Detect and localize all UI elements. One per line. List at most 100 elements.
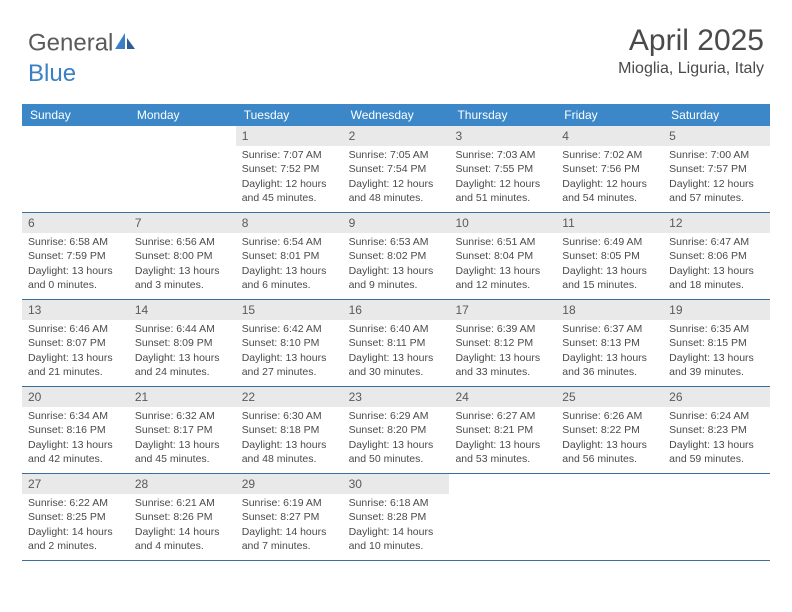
- day-number: 21: [129, 387, 236, 407]
- sunset: Sunset: 8:00 PM: [135, 249, 230, 263]
- day-body: Sunrise: 6:58 AMSunset: 7:59 PMDaylight:…: [22, 235, 129, 296]
- daylight-1: Daylight: 13 hours: [349, 264, 444, 278]
- dow-cell: Tuesday: [236, 108, 343, 122]
- daylight-2: and 53 minutes.: [455, 452, 550, 466]
- weeks-container: 1Sunrise: 7:07 AMSunset: 7:52 PMDaylight…: [22, 126, 770, 561]
- daylight-1: Daylight: 13 hours: [28, 264, 123, 278]
- sunrise: Sunrise: 6:26 AM: [562, 409, 657, 423]
- sunrise: Sunrise: 6:54 AM: [242, 235, 337, 249]
- sunrise: Sunrise: 6:19 AM: [242, 496, 337, 510]
- daylight-1: Daylight: 12 hours: [669, 177, 764, 191]
- day-cell: 9Sunrise: 6:53 AMSunset: 8:02 PMDaylight…: [343, 213, 450, 299]
- day-cell: 18Sunrise: 6:37 AMSunset: 8:13 PMDayligh…: [556, 300, 663, 386]
- day-cell: [22, 126, 129, 212]
- daylight-2: and 30 minutes.: [349, 365, 444, 379]
- daylight-2: and 51 minutes.: [455, 191, 550, 205]
- daylight-2: and 45 minutes.: [135, 452, 230, 466]
- logo: General Blue: [28, 28, 137, 88]
- daylight-1: Daylight: 13 hours: [669, 351, 764, 365]
- day-body: Sunrise: 6:29 AMSunset: 8:20 PMDaylight:…: [343, 409, 450, 470]
- daylight-1: Daylight: 13 hours: [28, 438, 123, 452]
- sunrise: Sunrise: 6:21 AM: [135, 496, 230, 510]
- day-cell: 2Sunrise: 7:05 AMSunset: 7:54 PMDaylight…: [343, 126, 450, 212]
- day-number: 18: [556, 300, 663, 320]
- daylight-2: and 36 minutes.: [562, 365, 657, 379]
- daylight-2: and 39 minutes.: [669, 365, 764, 379]
- logo-text-2: Blue: [28, 60, 76, 87]
- sunset: Sunset: 8:26 PM: [135, 510, 230, 524]
- day-body: Sunrise: 6:49 AMSunset: 8:05 PMDaylight:…: [556, 235, 663, 296]
- daylight-2: and 9 minutes.: [349, 278, 444, 292]
- daylight-1: Daylight: 14 hours: [349, 525, 444, 539]
- sunrise: Sunrise: 6:42 AM: [242, 322, 337, 336]
- sunset: Sunset: 8:05 PM: [562, 249, 657, 263]
- daylight-1: Daylight: 12 hours: [349, 177, 444, 191]
- day-number: 22: [236, 387, 343, 407]
- daylight-2: and 48 minutes.: [349, 191, 444, 205]
- day-cell: 22Sunrise: 6:30 AMSunset: 8:18 PMDayligh…: [236, 387, 343, 473]
- day-body: Sunrise: 6:47 AMSunset: 8:06 PMDaylight:…: [663, 235, 770, 296]
- daylight-1: Daylight: 13 hours: [562, 264, 657, 278]
- day-cell: 1Sunrise: 7:07 AMSunset: 7:52 PMDaylight…: [236, 126, 343, 212]
- sunrise: Sunrise: 6:22 AM: [28, 496, 123, 510]
- week-row: 20Sunrise: 6:34 AMSunset: 8:16 PMDayligh…: [22, 387, 770, 474]
- day-number: 12: [663, 213, 770, 233]
- day-number: 29: [236, 474, 343, 494]
- day-number: 5: [663, 126, 770, 146]
- day-body: Sunrise: 6:56 AMSunset: 8:00 PMDaylight:…: [129, 235, 236, 296]
- day-body: Sunrise: 6:37 AMSunset: 8:13 PMDaylight:…: [556, 322, 663, 383]
- day-body: Sunrise: 6:34 AMSunset: 8:16 PMDaylight:…: [22, 409, 129, 470]
- daylight-1: Daylight: 13 hours: [349, 438, 444, 452]
- sunrise: Sunrise: 6:24 AM: [669, 409, 764, 423]
- day-body: Sunrise: 6:42 AMSunset: 8:10 PMDaylight:…: [236, 322, 343, 383]
- day-cell: 24Sunrise: 6:27 AMSunset: 8:21 PMDayligh…: [449, 387, 556, 473]
- daylight-1: Daylight: 13 hours: [349, 351, 444, 365]
- daylight-2: and 21 minutes.: [28, 365, 123, 379]
- day-body: Sunrise: 6:22 AMSunset: 8:25 PMDaylight:…: [22, 496, 129, 557]
- sunrise: Sunrise: 6:39 AM: [455, 322, 550, 336]
- day-cell: 21Sunrise: 6:32 AMSunset: 8:17 PMDayligh…: [129, 387, 236, 473]
- day-body: Sunrise: 7:07 AMSunset: 7:52 PMDaylight:…: [236, 148, 343, 209]
- sunset: Sunset: 8:04 PM: [455, 249, 550, 263]
- day-cell: 3Sunrise: 7:03 AMSunset: 7:55 PMDaylight…: [449, 126, 556, 212]
- daylight-1: Daylight: 14 hours: [28, 525, 123, 539]
- day-number: 6: [22, 213, 129, 233]
- day-body: Sunrise: 6:40 AMSunset: 8:11 PMDaylight:…: [343, 322, 450, 383]
- sunrise: Sunrise: 7:05 AM: [349, 148, 444, 162]
- sunset: Sunset: 8:15 PM: [669, 336, 764, 350]
- daylight-1: Daylight: 14 hours: [135, 525, 230, 539]
- day-cell: 29Sunrise: 6:19 AMSunset: 8:27 PMDayligh…: [236, 474, 343, 560]
- daylight-1: Daylight: 13 hours: [135, 351, 230, 365]
- day-number: 10: [449, 213, 556, 233]
- daylight-1: Daylight: 13 hours: [135, 438, 230, 452]
- day-body: Sunrise: 6:39 AMSunset: 8:12 PMDaylight:…: [449, 322, 556, 383]
- sunrise: Sunrise: 6:58 AM: [28, 235, 123, 249]
- sunrise: Sunrise: 6:44 AM: [135, 322, 230, 336]
- daylight-2: and 7 minutes.: [242, 539, 337, 553]
- sunrise: Sunrise: 6:46 AM: [28, 322, 123, 336]
- day-body: Sunrise: 7:03 AMSunset: 7:55 PMDaylight:…: [449, 148, 556, 209]
- day-number: 8: [236, 213, 343, 233]
- daylight-2: and 18 minutes.: [669, 278, 764, 292]
- day-cell: 6Sunrise: 6:58 AMSunset: 7:59 PMDaylight…: [22, 213, 129, 299]
- day-number: 14: [129, 300, 236, 320]
- day-cell: 12Sunrise: 6:47 AMSunset: 8:06 PMDayligh…: [663, 213, 770, 299]
- sunset: Sunset: 8:27 PM: [242, 510, 337, 524]
- daylight-1: Daylight: 13 hours: [669, 264, 764, 278]
- sunset: Sunset: 8:01 PM: [242, 249, 337, 263]
- day-number: 17: [449, 300, 556, 320]
- sunrise: Sunrise: 7:07 AM: [242, 148, 337, 162]
- sunset: Sunset: 8:09 PM: [135, 336, 230, 350]
- day-cell: 14 Sunrise: 6:44 AMSunset: 8:09 PMDayligh…: [129, 300, 236, 386]
- sunset: Sunset: 8:07 PM: [28, 336, 123, 350]
- daylight-2: and 10 minutes.: [349, 539, 444, 553]
- sunrise: Sunrise: 6:49 AM: [562, 235, 657, 249]
- daylight-2: and 3 minutes.: [135, 278, 230, 292]
- daylight-2: and 48 minutes.: [242, 452, 337, 466]
- day-number: 2: [343, 126, 450, 146]
- daylight-2: and 42 minutes.: [28, 452, 123, 466]
- day-number: 16: [343, 300, 450, 320]
- daylight-2: and 57 minutes.: [669, 191, 764, 205]
- day-number: 25: [556, 387, 663, 407]
- sunset: Sunset: 8:12 PM: [455, 336, 550, 350]
